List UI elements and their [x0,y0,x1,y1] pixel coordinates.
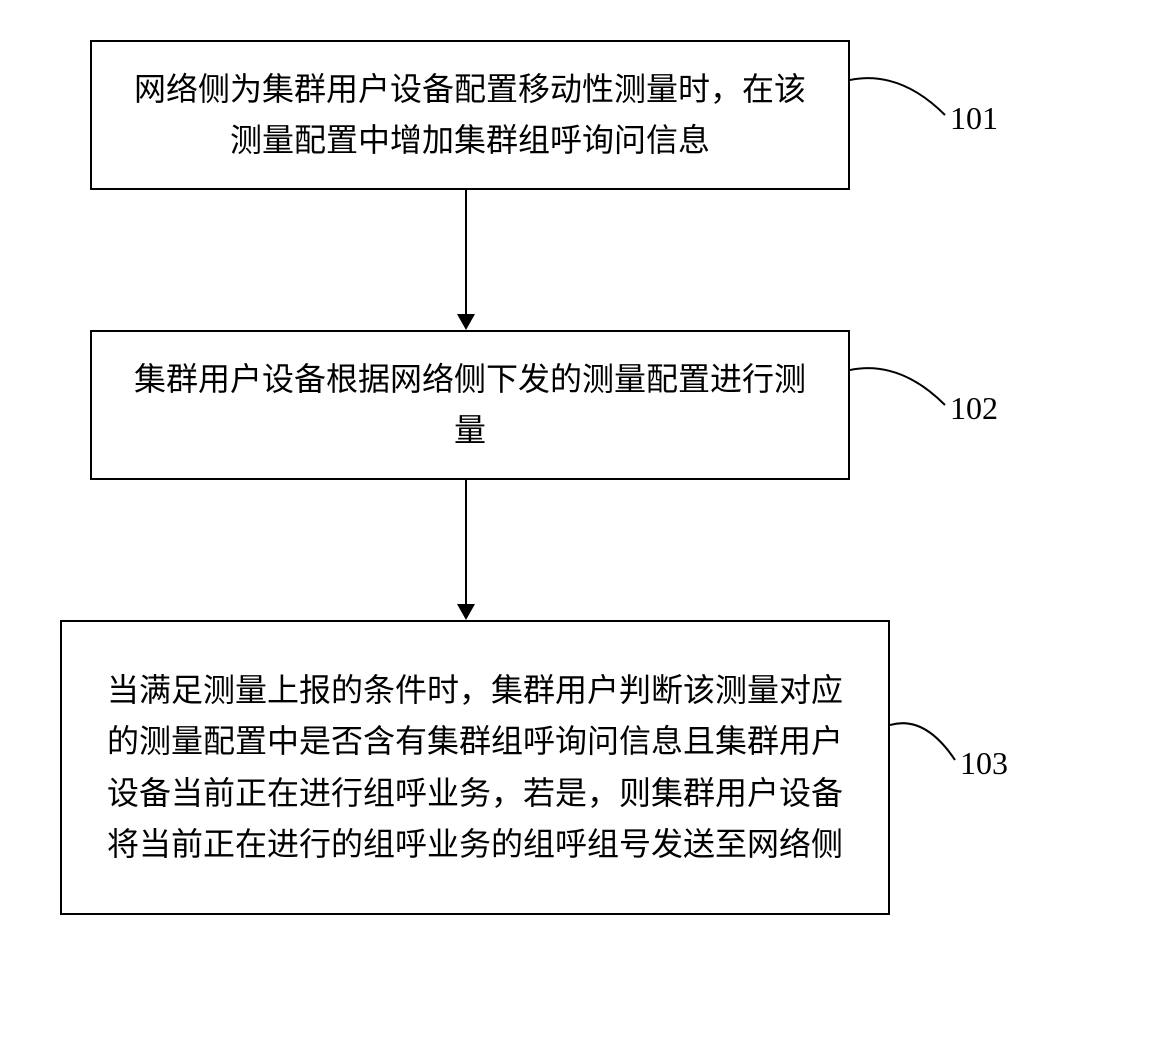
node-3-label: 103 [960,745,1008,782]
arrow-2-3-line [465,480,467,604]
node-1-label: 101 [950,100,998,137]
node-3-text: 当满足测量上报的条件时，集群用户判断该测量对应的测量配置中是否含有集群组呼询问信… [92,665,858,870]
flowchart-node-1: 网络侧为集群用户设备配置移动性测量时，在该测量配置中增加集群组呼询问信息 [90,40,850,190]
arrow-1-2-line [465,190,467,314]
connector-curve-3 [890,715,960,775]
flowchart-container: 网络侧为集群用户设备配置移动性测量时，在该测量配置中增加集群组呼询问信息 101… [0,0,1161,1042]
flowchart-node-2: 集群用户设备根据网络侧下发的测量配置进行测量 [90,330,850,480]
arrow-2-3-head [457,604,475,620]
node-1-text: 网络侧为集群用户设备配置移动性测量时，在该测量配置中增加集群组呼询问信息 [122,64,818,166]
arrow-1-2-head [457,314,475,330]
flowchart-node-3: 当满足测量上报的条件时，集群用户判断该测量对应的测量配置中是否含有集群组呼询问信… [60,620,890,915]
connector-curve-1 [850,70,950,130]
node-2-text: 集群用户设备根据网络侧下发的测量配置进行测量 [122,354,818,456]
node-2-label: 102 [950,390,998,427]
connector-curve-2 [850,360,950,420]
